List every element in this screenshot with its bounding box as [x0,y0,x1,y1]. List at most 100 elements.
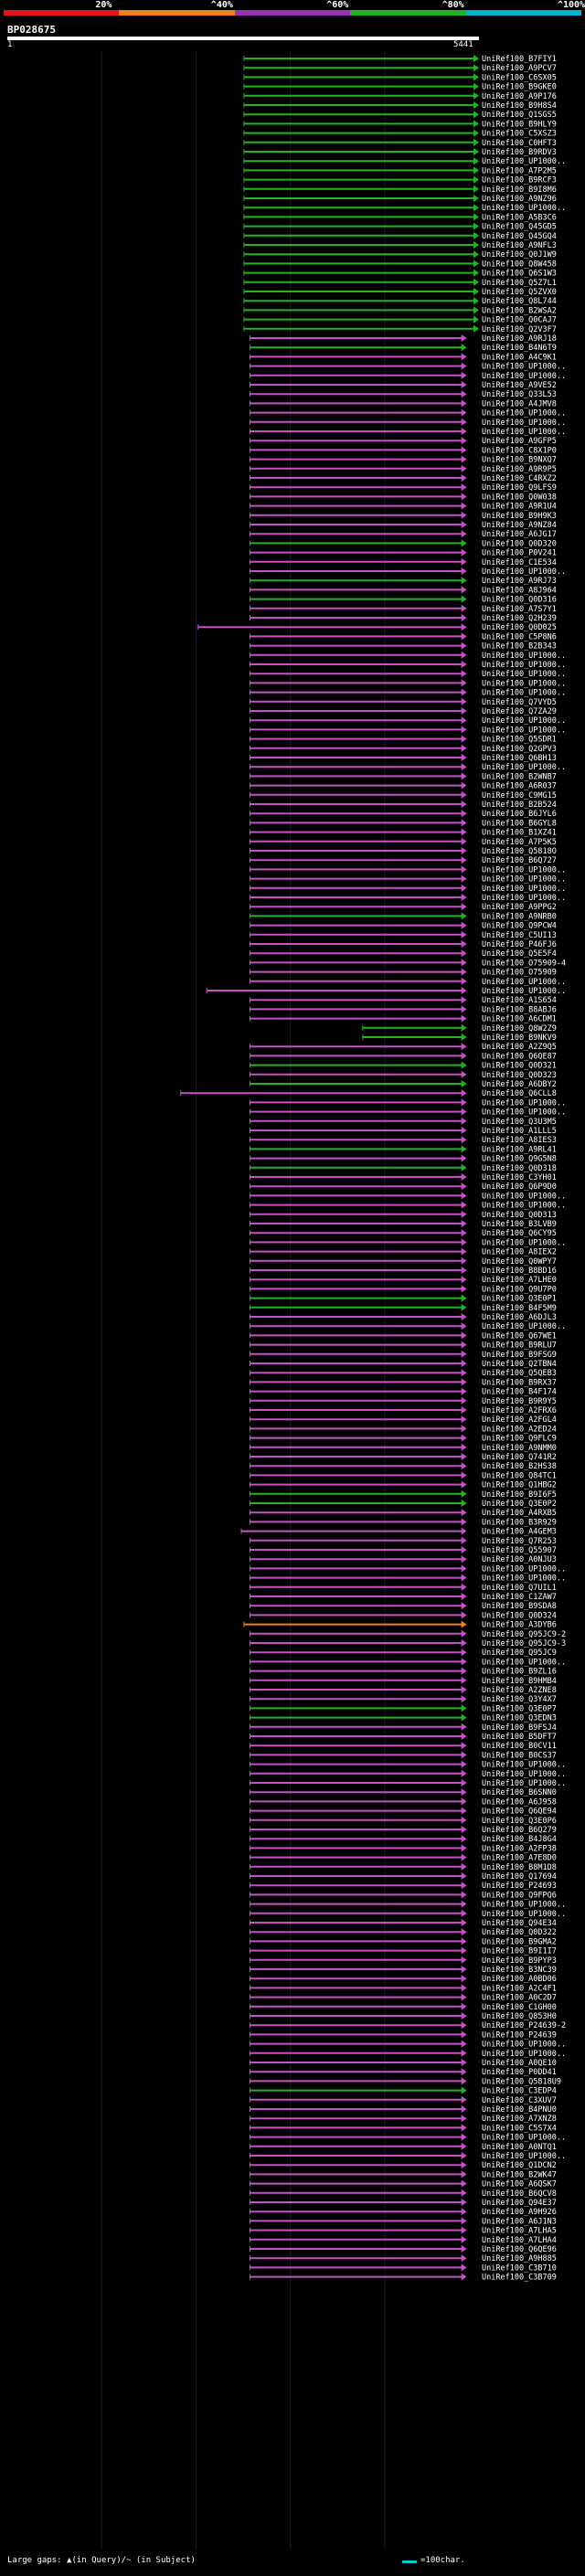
hit-label: UniRef100_UP1000.. [482,1901,566,1910]
hit-label: UniRef100_C3B709 [482,2274,557,2283]
hit-end-arrow [461,1256,467,1265]
hit-label: UniRef100_Q9FPQ6 [482,1891,557,1900]
hit-end-arrow [461,1797,467,1806]
hit-label: UniRef100_UP1000.. [482,1761,566,1770]
hit-end-arrow [461,1742,467,1750]
hit-end-arrow [461,1154,467,1162]
hit-end-arrow [461,2086,467,2094]
hit-label: UniRef100_B9ZL16 [482,1668,557,1677]
hit-end-arrow [461,1946,467,1955]
hit-label: UniRef100_Q6S1W3 [482,270,557,279]
hit-label: UniRef100_Q0D321 [482,1062,557,1071]
hit-label: UniRef100_UP1000.. [482,978,566,987]
hit-end-arrow [473,260,479,268]
hit-label: UniRef100_UP1000.. [482,1238,566,1247]
hit-end-arrow [461,1220,467,1227]
hit-label: UniRef100_B8M1D8 [482,1863,557,1872]
hit-end-arrow [461,1546,467,1553]
hit-end-arrow [461,1005,467,1013]
hit-label: UniRef100_A7XNZ8 [482,2115,557,2124]
hit-label: UniRef100_C1GH00 [482,2003,557,2012]
hit-label: UniRef100_B4N6T9 [482,344,557,353]
hit-label: UniRef100_A7LHA5 [482,2227,557,2236]
hit-end-arrow [461,623,467,631]
hit-label: UniRef100_P0V241 [482,549,557,558]
hit-label: UniRef100_A8IEX2 [482,1248,557,1257]
hit-end-arrow [461,1396,467,1405]
hit-end-arrow [461,1639,467,1647]
hit-end-arrow [461,1453,467,1460]
hit-label: UniRef100_A2FRX6 [482,1406,557,1415]
hit-end-arrow [461,1360,467,1367]
hit-end-arrow [473,101,479,109]
hit-end-arrow [461,2059,467,2066]
hit-end-arrow [461,521,467,528]
hit-label: UniRef100_A1LLL5 [482,1127,557,1136]
hit-label: UniRef100_Q6QE96 [482,2245,557,2254]
hit-end-arrow [461,530,467,538]
hit-label: UniRef100_B3NC39 [482,1966,557,1975]
hit-end-arrow [461,2273,467,2281]
hit-label: UniRef100_A9RJ18 [482,334,557,344]
hit-label: UniRef100_A6J958 [482,1797,557,1807]
hit-end-arrow [461,1415,467,1424]
hit-label: UniRef100_A4C9K1 [482,353,557,362]
hit-label: UniRef100_Q2TBN4 [482,1360,557,1369]
hit-end-arrow [461,1602,467,1610]
hit-end-arrow [461,651,467,659]
scale-segment [4,10,120,16]
hit-end-arrow [461,539,467,547]
hit-end-arrow [461,847,467,854]
hit-end-arrow [461,949,467,958]
hit-label: UniRef100_A8IES3 [482,1136,557,1145]
hit-end-arrow [461,1844,467,1852]
hit-label: UniRef100_B0CV11 [482,1742,557,1751]
hit-label: UniRef100_A2ZNE8 [482,1686,557,1695]
hit-label: UniRef100_B2B343 [482,642,557,652]
hit-end-arrow [461,548,467,557]
hit-end-arrow [461,1527,467,1535]
hit-end-arrow [461,2002,467,2010]
hit-end-arrow [473,73,479,81]
hit-label: UniRef100_Q7ZA29 [482,707,557,716]
hit-end-arrow [473,157,479,165]
hit-end-arrow [461,2179,467,2188]
hit-label: UniRef100_B9I6F5 [482,1490,557,1500]
hit-label: UniRef100_A0BD06 [482,1975,557,1984]
hit-end-arrow [461,371,467,379]
hit-end-arrow [461,1882,467,1890]
hit-label: UniRef100_A7P2M5 [482,166,557,175]
hit-label: UniRef100_Q95JC9-3 [482,1639,566,1648]
hit-label: UniRef100_Q67WE1 [482,1331,557,1341]
hit-end-arrow [461,996,467,1004]
hit-label: UniRef100_P24693 [482,1882,557,1891]
hit-label: UniRef100_Q5ZVX0 [482,288,557,297]
hit-end-arrow [461,2133,467,2141]
hit-label: UniRef100_Q0D318 [482,1164,557,1173]
hit-end-arrow [461,1574,467,1582]
hit-label: UniRef100_Q3E0P7 [482,1704,557,1713]
hit-label: UniRef100_B2WNB7 [482,772,557,781]
hit-end-arrow [461,1779,467,1786]
scale-segment [119,10,235,16]
hit-label: UniRef100_B9NXQ7 [482,456,557,465]
hit-end-arrow [461,1303,467,1311]
hit-label: UniRef100_C1E534 [482,558,557,567]
hit-label: UniRef100_B9GMA2 [482,1937,557,1946]
hit-label: UniRef100_Q7R253 [482,1537,557,1546]
hit-end-arrow [461,1676,467,1684]
hit-end-arrow [461,1070,467,1078]
hit-end-arrow [461,1127,467,1134]
hit-label: UniRef100_P46FJ6 [482,940,557,949]
hit-end-arrow [461,1751,467,1759]
legend-scale-line [402,2560,417,2563]
hit-end-arrow [461,2217,467,2225]
hit-label: UniRef100_Q95JC9-2 [482,1630,566,1639]
hit-end-arrow [461,1667,467,1675]
hit-end-arrow [461,959,467,967]
hit-label: UniRef100_Q1SGS5 [482,111,557,120]
hit-label: UniRef100_P0DD41 [482,2068,557,2077]
hit-label: UniRef100_UP1000.. [482,726,566,735]
hit-label: UniRef100_C5UI13 [482,931,557,940]
hit-end-arrow [461,912,467,920]
